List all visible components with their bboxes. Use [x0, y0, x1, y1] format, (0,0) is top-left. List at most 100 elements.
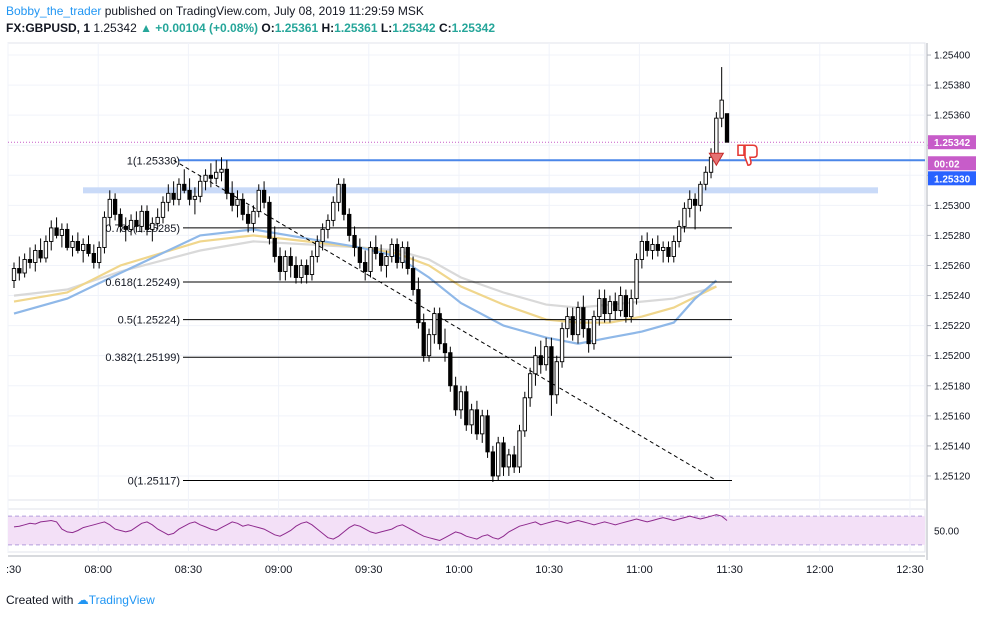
time-tick-label: 12:00 — [806, 564, 834, 576]
grid — [7, 42, 928, 560]
candle-body — [485, 415, 490, 453]
candle-body — [410, 268, 416, 290]
time-tick-label: 08:00 — [84, 564, 112, 576]
candle — [650, 238, 655, 260]
candle — [112, 193, 118, 221]
candle — [336, 178, 341, 212]
candle-body — [293, 265, 299, 278]
candle-body — [256, 189, 261, 212]
price-tick-label: 1.25300 — [934, 201, 971, 212]
candle — [11, 262, 17, 289]
candle — [304, 259, 309, 284]
candle-body — [655, 243, 660, 251]
candle-body — [251, 210, 256, 224]
candle — [724, 113, 730, 143]
candle — [230, 181, 235, 212]
candle — [698, 181, 703, 212]
candle — [219, 157, 224, 182]
price-tick-label: 1.25240 — [934, 291, 971, 302]
low-label: L: — [380, 21, 393, 35]
candle-body — [575, 307, 581, 336]
candle — [91, 244, 96, 269]
candle — [692, 193, 698, 230]
candle — [671, 235, 676, 263]
candle — [325, 214, 331, 239]
price-tick-label: 1.25220 — [934, 321, 971, 332]
time-axis[interactable]: :30 08:00 08:30 09:00 09:30 10:00 10:30 11:00 11… — [6, 564, 924, 576]
candle — [33, 244, 38, 272]
candle — [245, 205, 251, 233]
badge-background — [928, 135, 976, 150]
candle-body — [219, 168, 224, 173]
candle — [288, 247, 293, 278]
candle-body — [501, 442, 506, 468]
candle — [703, 166, 708, 191]
candle-body — [474, 409, 480, 435]
candle-body — [698, 183, 703, 206]
candle-body — [464, 391, 469, 426]
candle — [261, 181, 267, 209]
candle-body — [235, 198, 240, 206]
candle — [480, 409, 485, 443]
candle — [118, 208, 123, 233]
candle — [565, 307, 570, 338]
candle-body — [506, 454, 511, 468]
candle-body — [469, 409, 474, 426]
candle-body — [150, 222, 155, 230]
candle — [538, 340, 543, 374]
candle-body — [607, 301, 613, 315]
candle — [708, 148, 714, 179]
price-axis[interactable]: 1.254001.253801.253601.253401.253201.253… — [927, 51, 976, 538]
candle-body — [171, 192, 176, 200]
candle-body — [666, 246, 671, 257]
candle-body — [86, 243, 91, 254]
candle-body — [277, 256, 283, 272]
candle — [618, 286, 623, 317]
candle-body — [559, 328, 565, 363]
tradingview-link[interactable]: TradingView — [88, 593, 155, 607]
candle-body — [33, 250, 38, 263]
candle — [543, 337, 549, 371]
candle — [277, 247, 283, 281]
candle-body — [416, 289, 421, 324]
candle-body — [112, 198, 118, 215]
candle-body — [49, 227, 54, 242]
dashed-trendline — [173, 159, 717, 481]
candle — [666, 241, 671, 263]
candle-body — [682, 207, 687, 227]
author-link[interactable]: Bobby_the_trader — [6, 4, 102, 18]
candle — [81, 238, 86, 263]
candle-body — [394, 243, 400, 263]
rsi-band — [8, 516, 925, 545]
candle — [224, 160, 229, 200]
candle-body — [43, 240, 49, 259]
candle-body — [11, 268, 17, 281]
candle — [613, 292, 618, 320]
candle-body — [91, 253, 96, 263]
candle — [96, 241, 102, 269]
last-price: 1.25342 — [93, 21, 137, 35]
rsi-pane — [8, 514, 925, 546]
candle — [182, 169, 187, 194]
candle — [368, 241, 373, 278]
chart-overlay — [708, 144, 758, 167]
symbol-label[interactable]: FX:GBPUSD, 1 — [6, 21, 91, 35]
candle — [144, 205, 150, 236]
candle — [421, 313, 426, 362]
candle — [17, 256, 22, 281]
candle-body — [405, 246, 410, 269]
candle-body — [325, 219, 331, 230]
candle — [240, 193, 245, 221]
candle — [512, 445, 517, 473]
candle — [309, 250, 315, 281]
candle — [634, 253, 639, 305]
candle-body — [65, 228, 70, 248]
publish-line: Bobby_the_trader published on TradingVie… — [6, 3, 495, 20]
badge-label: 1.25330 — [934, 174, 971, 185]
candle-body — [368, 246, 373, 272]
candle-body — [448, 352, 453, 387]
candle-body — [182, 183, 187, 191]
candle-body — [261, 189, 267, 203]
candle-body — [432, 313, 437, 336]
